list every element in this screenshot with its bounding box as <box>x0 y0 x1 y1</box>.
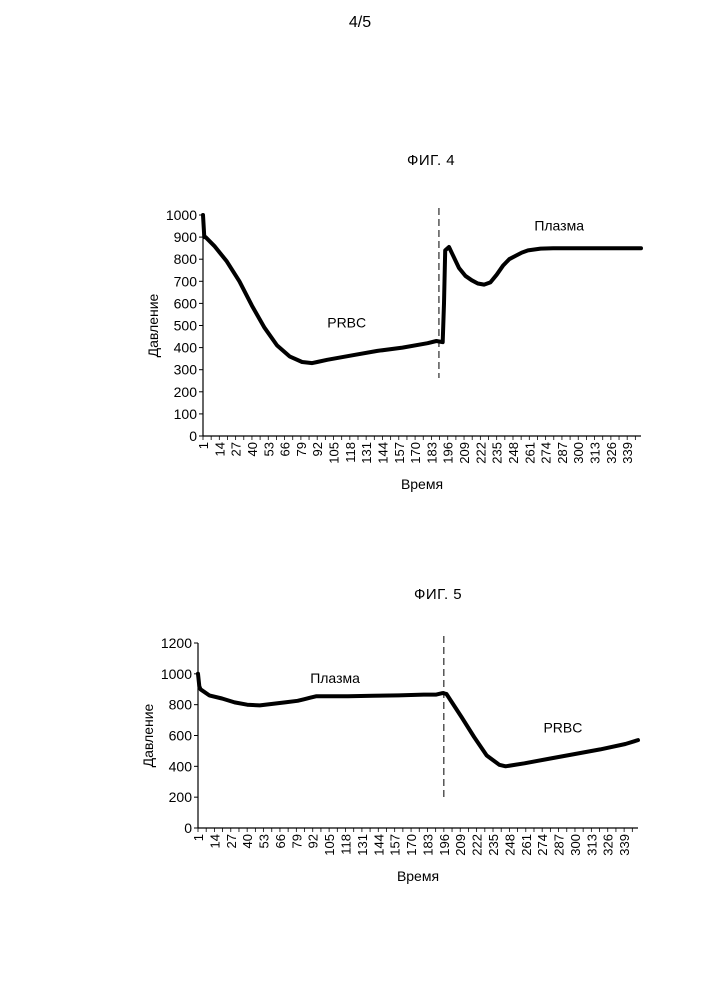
x-tick-label: 27 <box>229 442 244 456</box>
y-tick-label: 100 <box>174 406 198 422</box>
x-tick-label: 196 <box>441 442 456 464</box>
x-tick-label: 183 <box>420 834 435 856</box>
annotation-label: PRBC <box>543 719 582 735</box>
y-tick-label: 0 <box>189 428 197 444</box>
y-tick-label: 800 <box>174 251 198 267</box>
x-tick-label: 209 <box>457 442 472 464</box>
x-tick-label: 274 <box>539 442 554 464</box>
x-tick-label: 79 <box>289 834 304 848</box>
x-tick-label: 183 <box>424 442 439 464</box>
x-tick-label: 261 <box>519 834 534 856</box>
x-tick-label: 339 <box>620 442 635 464</box>
x-tick-label: 118 <box>339 834 354 855</box>
x-tick-label: 313 <box>584 834 599 856</box>
y-tick-label: 500 <box>174 318 198 334</box>
x-tick-label: 248 <box>506 442 521 464</box>
x-tick-label: 287 <box>555 442 570 464</box>
x-tick-label: 131 <box>359 442 374 464</box>
y-axis-label: Давление <box>140 703 156 767</box>
x-tick-label: 235 <box>486 834 501 856</box>
x-tick-label: 196 <box>437 834 452 856</box>
y-tick-label: 300 <box>174 362 198 378</box>
fig4-chart: 0 100 200 300 400 500 600 700 800 900 1000 11427405… <box>145 207 641 492</box>
y-tick-label: 700 <box>174 273 198 289</box>
y-tick-label: 1000 <box>166 207 197 223</box>
y-tick-label: 600 <box>174 295 198 311</box>
x-tick-label: 144 <box>371 834 386 856</box>
x-tick-label: 222 <box>470 834 485 856</box>
x-tick-label: 209 <box>453 834 468 856</box>
x-tick-label: 14 <box>207 834 222 848</box>
x-tick-label: 248 <box>502 834 517 856</box>
x-tick-label: 287 <box>552 834 567 856</box>
x-tick-label: 222 <box>473 442 488 464</box>
x-tick-label: 300 <box>568 834 583 856</box>
y-tick-label: 800 <box>169 697 193 713</box>
y-tick-label: 200 <box>174 384 198 400</box>
x-tick-label: 326 <box>604 442 619 464</box>
x-tick-label: 66 <box>278 442 293 456</box>
x-tick-label: 66 <box>273 834 288 848</box>
y-tick-label: 900 <box>174 229 198 245</box>
annotation-label: Плазма <box>534 217 584 233</box>
x-tick-label: 92 <box>306 834 321 848</box>
x-tick-label: 53 <box>257 834 272 848</box>
x-tick-label: 300 <box>571 442 586 464</box>
x-tick-label: 14 <box>212 442 227 456</box>
x-tick-label: 131 <box>355 834 370 856</box>
fig5-chart: 0200400600800100012001142740536679921051… <box>140 635 638 884</box>
y-tick-label: 400 <box>169 758 193 774</box>
y-tick-label: 200 <box>169 789 193 805</box>
x-tick-label: 40 <box>240 834 255 848</box>
y-tick-label: 1200 <box>161 635 192 651</box>
x-tick-label: 274 <box>535 834 550 856</box>
x-axis-label: Время <box>401 476 443 492</box>
x-tick-label: 118 <box>343 442 358 463</box>
y-tick-label: 600 <box>169 728 193 744</box>
x-tick-label: 339 <box>617 834 632 856</box>
x-tick-label: 92 <box>310 442 325 456</box>
y-tick-label: 1000 <box>161 666 192 682</box>
x-tick-label: 235 <box>490 442 505 464</box>
y-axis-label: Давление <box>145 293 161 357</box>
x-tick-label: 261 <box>522 442 537 464</box>
annotation-label: Плазма <box>310 670 360 686</box>
x-tick-label: 1 <box>196 442 211 449</box>
x-tick-label: 53 <box>261 442 276 456</box>
x-tick-label: 105 <box>327 442 342 464</box>
x-tick-label: 170 <box>408 442 423 464</box>
x-tick-label: 313 <box>588 442 603 464</box>
x-tick-label: 1 <box>191 834 206 841</box>
x-tick-label: 105 <box>322 834 337 856</box>
x-tick-label: 144 <box>375 442 390 464</box>
y-tick-label: 0 <box>184 820 192 836</box>
annotation-label: PRBC <box>327 315 366 331</box>
x-tick-label: 170 <box>404 834 419 856</box>
x-tick-label: 40 <box>245 442 260 456</box>
pressure-series-line <box>203 215 641 363</box>
x-tick-label: 326 <box>601 834 616 856</box>
x-tick-label: 157 <box>392 442 407 464</box>
y-tick-label: 400 <box>174 340 198 356</box>
x-tick-label: 79 <box>294 442 309 456</box>
x-axis-label: Время <box>397 868 439 884</box>
x-tick-label: 157 <box>388 834 403 856</box>
x-tick-label: 27 <box>224 834 239 848</box>
